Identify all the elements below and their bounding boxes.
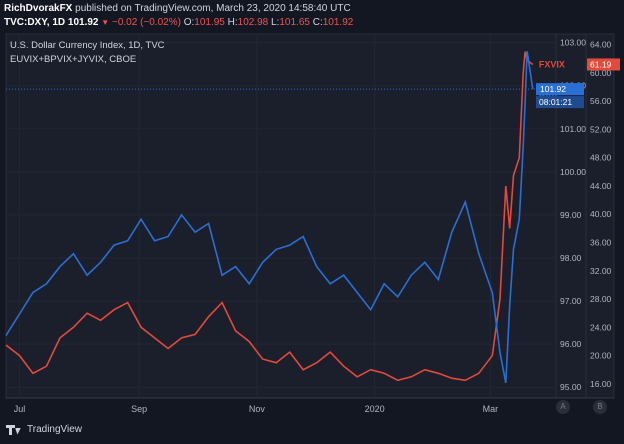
grid-lines (6, 34, 556, 398)
x-axis-ticks: Jul Sep Nov 2020 Mar (14, 404, 498, 414)
x-axis-tick-label: Nov (249, 404, 266, 414)
fxvix-price-badge-value: 61.19 (590, 59, 612, 69)
right-axis-tick-label: 44.00 (590, 181, 612, 191)
price-change: −0.02 (−0.02%) (111, 17, 181, 28)
right-axis-tick-label: 60.00 (590, 68, 612, 78)
last-price: 101.92 (67, 17, 99, 28)
right-axis-tick-label: 24.00 (590, 322, 612, 332)
left-axis-tick-label: 103.00 (560, 38, 586, 48)
publish-info: RichDvorakFX published on TradingView.co… (4, 3, 351, 14)
left-axis-tick-label: 101.00 (560, 124, 586, 134)
right-axis-tick-label: 28.00 (590, 294, 612, 304)
x-axis-tick-label: Sep (131, 404, 147, 414)
symbol-info: TVC:DXY, 1D 101.92 ▼ −0.02 (−0.02%) O:10… (4, 17, 353, 28)
dxy-series-line (5, 51, 534, 384)
chart-title: U.S. Dollar Currency Index, 1D, TVC (10, 40, 165, 51)
right-axis-ticks: 64.00 60.00 56.00 52.00 48.00 44.00 40.00 36.00… (590, 40, 612, 389)
x-axis-tick-label: Mar (483, 404, 499, 414)
right-axis-tick-label: 52.00 (590, 124, 612, 134)
left-axis-tick-label: 98.00 (560, 253, 582, 263)
dxy-price-badge: 101.92 (536, 83, 584, 96)
right-axis-tick-label: 32.00 (590, 266, 612, 276)
close-label: C: (312, 17, 323, 28)
dxy-price-badge-value: 101.92 (540, 84, 566, 94)
left-axis-tick-label: 100.00 (560, 167, 586, 177)
dxy-countdown-badge: 08:01:21 (536, 96, 584, 109)
published-text: published on TradingView.com, March 23, … (75, 3, 351, 14)
open-value: 101.95 (194, 17, 225, 28)
right-axis-tick-label: 16.00 (590, 379, 612, 389)
high-value: 102.98 (237, 17, 269, 28)
chart-subtitle: EUVIX+BPVIX+JYVIX, CBOE (10, 54, 137, 65)
right-axis-tick-label: 36.00 (590, 238, 612, 248)
auto-scale-button[interactable]: A (556, 400, 570, 414)
fxvix-price-badge: 61.19 (587, 58, 620, 71)
log-scale-button[interactable]: B (593, 400, 607, 414)
tradingview-icon (6, 424, 22, 435)
right-axis-tick-label: 48.00 (590, 153, 612, 163)
left-axis-tick-label: 96.00 (560, 339, 582, 349)
tradingview-logo-text: TradingView (27, 424, 83, 435)
tradingview-logo[interactable]: TradingView (6, 424, 82, 435)
high-label: H: (227, 17, 238, 28)
right-axis-tick-label: 64.00 (590, 40, 612, 50)
fxvix-series-label: FXVIX (539, 59, 565, 69)
symbol-label[interactable]: TVC:DXY, 1D (4, 17, 66, 28)
low-label: L: (271, 17, 280, 28)
right-axis-tick-label: 40.00 (590, 209, 612, 219)
left-axis-tick-label: 95.00 (560, 382, 582, 392)
author-name[interactable]: RichDvorakFX (4, 3, 73, 14)
fxvix-series-line (5, 51, 534, 382)
left-axis-tick-label: 97.00 (560, 296, 582, 306)
right-axis-tick-label: 56.00 (590, 96, 612, 106)
plot-frame (5, 33, 615, 399)
x-axis-tick-label: Jul (14, 404, 26, 414)
low-value: 101.65 (279, 17, 310, 28)
open-label: O: (183, 17, 195, 28)
right-axis-tick-label: 20.00 (590, 351, 612, 361)
dxy-countdown-value: 08:01:21 (539, 97, 572, 107)
close-value: 101.92 (322, 17, 354, 28)
down-arrow-icon: ▼ (101, 18, 110, 27)
x-axis-tick-label: 2020 (365, 404, 385, 414)
left-axis-tick-label: 99.00 (560, 210, 582, 220)
